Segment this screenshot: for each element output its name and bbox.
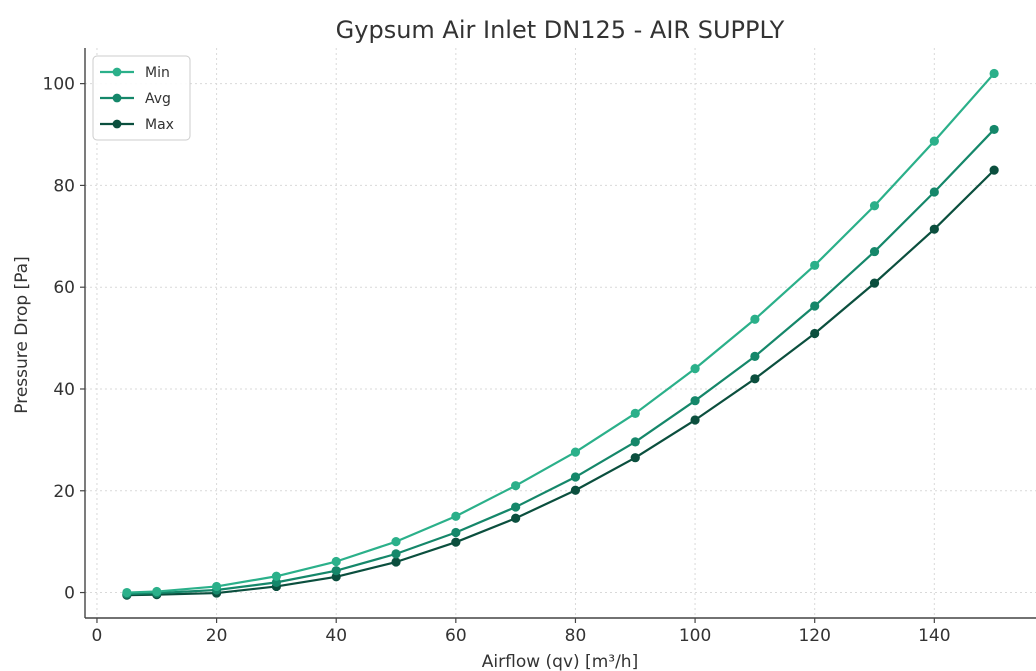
data-point-min: [271, 571, 281, 581]
data-point-min: [122, 587, 132, 598]
data-point-avg: [451, 527, 461, 538]
data-point-avg: [869, 246, 880, 257]
x-tick-label: 120: [798, 626, 830, 646]
data-point-avg: [391, 549, 401, 559]
x-axis-label: Airflow (qv) [m³/h]: [482, 652, 638, 671]
data-point-max: [391, 557, 401, 567]
data-point-max: [989, 165, 999, 175]
y-tick-label: 40: [53, 380, 75, 400]
series-line-max: [126, 169, 995, 597]
data-point-avg: [331, 566, 341, 576]
y-ticks: 0 20 40 60 80 100: [43, 75, 85, 604]
y-tick-label: 20: [53, 482, 75, 502]
data-point-min: [511, 481, 521, 491]
data-point-max: [929, 224, 939, 234]
x-tick-label: 140: [918, 626, 950, 646]
legend-label-min: Min: [145, 65, 170, 81]
data-point-min: [630, 408, 640, 419]
data-point-max: [570, 485, 581, 495]
x-tick-label: 20: [206, 626, 228, 646]
data-point-avg: [511, 502, 521, 512]
data-point-min: [211, 581, 222, 592]
x-tick-label: 0: [92, 626, 103, 646]
data-point-min: [869, 201, 880, 211]
y-tick-label: 60: [53, 278, 75, 298]
data-point-avg: [690, 396, 700, 406]
grid: [85, 48, 1036, 618]
y-tick-label: 100: [43, 75, 75, 95]
data-point-avg: [929, 187, 939, 197]
chart-title: Gypsum Air Inlet DN125 - AIR SUPPLY: [336, 16, 785, 44]
x-tick-label: 80: [565, 626, 587, 646]
legend-marker-min: [112, 67, 122, 77]
data-point-max: [869, 278, 880, 288]
x-tick-label: 60: [445, 626, 467, 646]
data-point-min: [451, 511, 461, 521]
data-point-min: [929, 136, 939, 146]
data-point-min: [750, 314, 760, 324]
data-point-min: [331, 556, 341, 567]
legend-label-max: Max: [145, 117, 174, 133]
x-tick-label: 40: [325, 626, 347, 646]
data-point-min: [810, 260, 820, 270]
data-point-min: [989, 68, 999, 79]
legend-box: [92, 55, 191, 141]
plot-series: [122, 68, 999, 600]
x-ticks: 0 20 40 60 80 100 120 140: [92, 618, 951, 646]
data-point-min: [690, 364, 700, 374]
data-point-max: [451, 537, 461, 547]
axes: [84, 48, 1036, 619]
legend-marker-max: [112, 119, 122, 129]
data-point-avg: [750, 351, 760, 362]
data-point-min: [391, 537, 401, 547]
data-point-max: [690, 415, 700, 425]
data-point-avg: [570, 472, 581, 482]
data-point-avg: [630, 437, 640, 447]
legend: Min Avg Max: [92, 55, 191, 141]
data-point-max: [630, 453, 640, 463]
y-tick-label: 0: [64, 584, 75, 604]
legend-label-avg: Avg: [145, 91, 171, 107]
y-axis-label: Pressure Drop [Pa]: [12, 256, 32, 413]
data-point-avg: [989, 124, 999, 135]
data-point-max: [810, 328, 820, 339]
data-point-avg: [810, 301, 820, 311]
y-tick-label: 80: [53, 176, 75, 196]
data-point-min: [152, 586, 162, 597]
data-point-max: [750, 374, 760, 384]
series-line-avg: [126, 128, 995, 596]
series-line-min: [126, 72, 995, 594]
data-point-min: [570, 447, 581, 457]
x-tick-label: 100: [679, 626, 711, 646]
data-point-max: [511, 513, 521, 523]
legend-marker-avg: [112, 93, 122, 103]
